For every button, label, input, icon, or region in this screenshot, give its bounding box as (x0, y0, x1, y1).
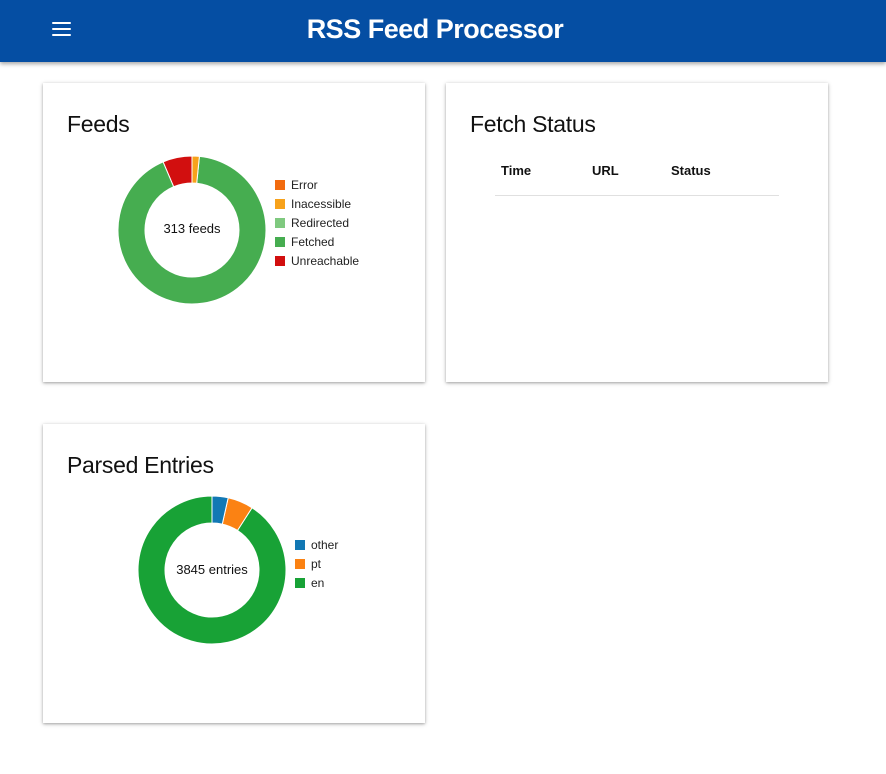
legend-swatch (275, 255, 285, 266)
feeds-card-title: Feeds (67, 111, 130, 137)
entries-legend: other pt en (295, 535, 338, 592)
legend-label: Unreachable (291, 253, 360, 268)
feeds-legend-item-fetched[interactable]: Fetched (275, 232, 359, 251)
legend-swatch (295, 558, 305, 569)
menu-icon[interactable] (52, 20, 72, 40)
entries-donut-chart (138, 496, 286, 644)
column-header-time[interactable]: Time (495, 163, 586, 196)
app-title: RSS Feed Processor (306, 14, 564, 44)
feeds-legend: Error Inacessible Redirected Fetched Unreach… (275, 175, 359, 270)
column-header-status[interactable]: Status (665, 163, 779, 196)
legend-label: Redirected (291, 215, 350, 230)
feeds-slice-inacessible[interactable] (191, 156, 200, 184)
fetch-status-card: Fetch Status Time URL Status (446, 83, 828, 382)
feeds-center-label: 313 feeds (163, 221, 221, 236)
parsed-entries-title: Parsed Entries (67, 452, 214, 478)
feeds-donut-chart (118, 156, 266, 304)
feeds-legend-item-unreachable[interactable]: Unreachable (275, 251, 359, 270)
legend-swatch (275, 179, 285, 190)
entries-legend-item-pt[interactable]: pt (295, 554, 338, 573)
feeds-legend-item-error[interactable]: Error (275, 175, 359, 194)
legend-swatch (295, 539, 305, 550)
entries-legend-item-en[interactable]: en (295, 573, 338, 592)
legend-swatch (295, 577, 305, 588)
legend-label: en (311, 575, 325, 590)
legend-label: pt (311, 556, 322, 571)
legend-label: Error (291, 177, 318, 192)
legend-swatch (275, 198, 285, 209)
fetch-status-table: Time URL Status (495, 163, 779, 196)
legend-label: Fetched (291, 234, 335, 249)
feeds-legend-item-inacessible[interactable]: Inacessible (275, 194, 359, 213)
entries-center-label: 3845 entries (176, 562, 248, 577)
entries-slice-other[interactable] (211, 496, 229, 525)
column-header-url[interactable]: URL (586, 163, 665, 196)
app-bar: RSS Feed Processor (0, 0, 886, 62)
legend-label: other (311, 537, 339, 552)
feeds-slice-fetched[interactable] (118, 156, 266, 304)
feeds-card: Feeds 313 feeds Error Inacessible Redirect… (43, 83, 425, 382)
parsed-entries-card: Parsed Entries 3845 entries other pt en (43, 424, 425, 723)
entries-legend-item-other[interactable]: other (295, 535, 338, 554)
feeds-legend-item-redirected[interactable]: Redirected (275, 213, 359, 232)
legend-label: Inacessible (291, 196, 352, 211)
table-header-row: Time URL Status (495, 163, 779, 196)
entries-slice-en[interactable] (138, 496, 286, 644)
legend-swatch (275, 236, 285, 247)
fetch-status-title: Fetch Status (470, 111, 596, 137)
legend-swatch (275, 217, 285, 228)
